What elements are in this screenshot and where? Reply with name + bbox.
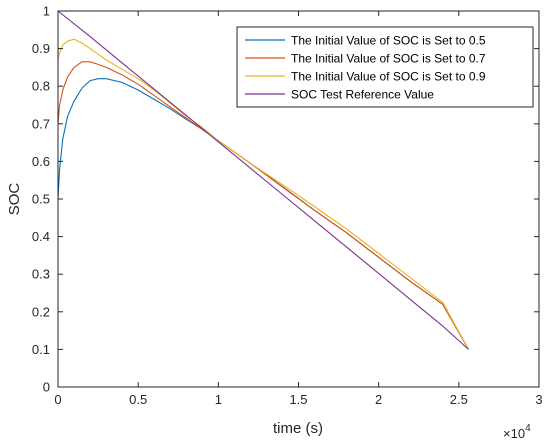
series-layer bbox=[57, 10, 469, 350]
y-axis-label: SOC bbox=[6, 183, 23, 216]
series-line-3 bbox=[57, 38, 469, 350]
x-axis: 0 0.5 1 1.5 2 2.5 3 bbox=[54, 11, 543, 407]
y-tick-label: 0.4 bbox=[32, 229, 50, 244]
y-tick-label: 0.6 bbox=[32, 154, 50, 169]
y-tick-label: 0.3 bbox=[32, 267, 50, 282]
y-tick-label: 1 bbox=[43, 4, 50, 19]
x-tick-label: 1 bbox=[215, 392, 222, 407]
legend-box bbox=[236, 26, 534, 108]
x-tick-label: 0 bbox=[54, 392, 61, 407]
x-tick-label: 0.5 bbox=[129, 392, 147, 407]
y-axis: 0 0.1 0.2 0.3 0.4 0.5 0.6 0.7 0.8 0.9 1 bbox=[32, 4, 539, 395]
y-tick-label: 0.7 bbox=[32, 116, 50, 131]
x-tick-label: 1.5 bbox=[289, 392, 307, 407]
x-axis-label: time (s) bbox=[273, 420, 323, 437]
y-tick-label: 0.5 bbox=[32, 192, 50, 207]
series-line-2 bbox=[57, 61, 469, 350]
legend-label-3: The Initial Value of SOC is Set to 0.9 bbox=[291, 70, 486, 84]
x-axis-multiplier: ×104 bbox=[503, 423, 531, 441]
legend-label-1: The Initial Value of SOC is Set to 0.5 bbox=[291, 34, 486, 48]
series-line-4 bbox=[57, 10, 469, 350]
y-tick-label: 0 bbox=[43, 380, 50, 395]
y-tick-label: 0.2 bbox=[32, 304, 50, 319]
legend: The Initial Value of SOC is Set to 0.5 Th… bbox=[236, 26, 534, 108]
x-tick-label: 2 bbox=[375, 392, 382, 407]
y-tick-label: 0.1 bbox=[32, 342, 50, 357]
x-tick-label: 3 bbox=[535, 392, 542, 407]
x-axis-multiplier-exponent: 4 bbox=[525, 423, 531, 434]
y-tick-label: 0.8 bbox=[32, 79, 50, 94]
x-tick-label: 2.5 bbox=[450, 392, 468, 407]
legend-label-4: SOC Test Reference Value bbox=[291, 88, 434, 102]
y-tick-label: 0.9 bbox=[32, 41, 50, 56]
legend-label-2: The Initial Value of SOC is Set to 0.7 bbox=[291, 52, 486, 66]
x-axis-multiplier-base: ×10 bbox=[503, 426, 525, 441]
